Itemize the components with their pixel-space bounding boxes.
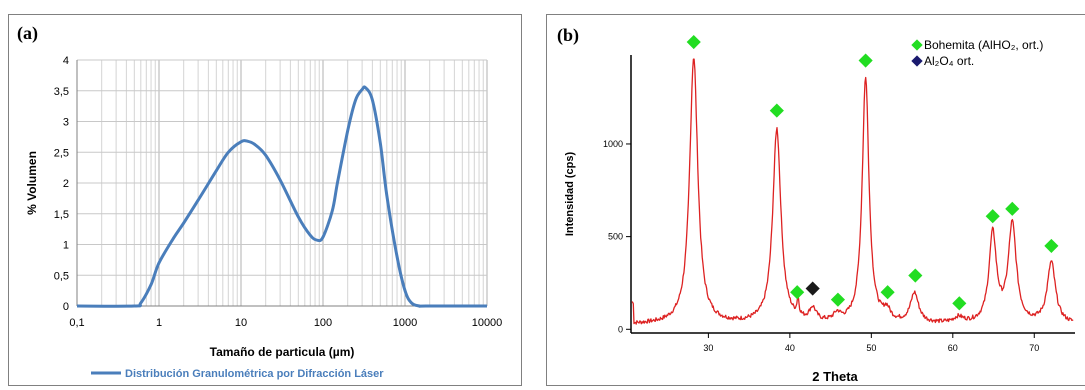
bohemita-marker bbox=[790, 285, 805, 300]
y-tick-label: 0 bbox=[63, 301, 69, 313]
x-tick-label: 1000 bbox=[393, 317, 417, 329]
x-tick-label: 60 bbox=[948, 343, 958, 353]
x-tick-label: 0,1 bbox=[69, 317, 84, 329]
panel-b: (b) 0 500 1000 30 40 50 60 70 2 Theta Intensidad … bbox=[546, 14, 1085, 386]
x-axis-title: Tamaño de particula (µm) bbox=[210, 345, 355, 359]
y-tick-label: 0 bbox=[618, 324, 623, 334]
y-tick-label: 2,5 bbox=[54, 147, 69, 159]
bohemita-marker bbox=[908, 268, 923, 283]
x-tick-label: 70 bbox=[1029, 343, 1039, 353]
y-tick-label: 500 bbox=[608, 232, 623, 242]
bohemita-marker bbox=[952, 296, 967, 311]
x-tick-label: 30 bbox=[703, 343, 713, 353]
y-tick-label: 0,5 bbox=[54, 270, 69, 282]
x-tick-label: 1 bbox=[156, 317, 162, 329]
y-axis-title: % Volumen bbox=[25, 151, 39, 215]
bohemita-marker bbox=[769, 103, 784, 118]
panel-b-label: (b) bbox=[557, 25, 579, 45]
y-tick-label: 1000 bbox=[603, 139, 623, 149]
bohemita-marker bbox=[858, 53, 873, 68]
x-tick-label: 40 bbox=[785, 343, 795, 353]
x-tick-label: 100 bbox=[314, 317, 332, 329]
x-axis-title: 2 Theta bbox=[812, 369, 858, 384]
xrd-pattern-line bbox=[631, 58, 1074, 325]
legend-label: Bohemita (AlHO₂, ort.) bbox=[924, 38, 1043, 52]
particle-size-chart: 0 0,5 1 1,5 2 2,5 3 3,5 4 0,1 1 10 100 1000 10000 Tamañ… bbox=[25, 55, 503, 380]
bohemita-marker bbox=[830, 292, 845, 307]
bohemita-marker bbox=[985, 209, 1000, 224]
legend-label: Distribución Granulométrica por Difracci… bbox=[125, 368, 384, 380]
xrd-chart: 0 500 1000 30 40 50 60 70 2 Theta Intensidad (cps… bbox=[564, 34, 1075, 384]
legend-marker bbox=[911, 39, 923, 51]
y-tick-label: 1 bbox=[63, 240, 69, 252]
y-tick-label: 3 bbox=[63, 117, 69, 129]
y-tick-label: 1,5 bbox=[54, 209, 69, 221]
x-tick-label: 10000 bbox=[472, 317, 503, 329]
bohemita-marker bbox=[1044, 238, 1059, 253]
y-axis-title: Intensidad (cps) bbox=[564, 151, 576, 236]
panel-a: (a) 0 0,5 1 1,5 2 2,5 3 3,5 4 0,1 1 10 100 1000 10000 T… bbox=[8, 14, 522, 386]
x-tick-label: 50 bbox=[866, 343, 876, 353]
legend-marker bbox=[911, 55, 923, 67]
bohemita-marker bbox=[880, 285, 895, 300]
y-tick-label: 3,5 bbox=[54, 86, 69, 98]
legend-label: Al₂O₄ ort. bbox=[924, 54, 974, 68]
al2o4-marker bbox=[805, 281, 820, 296]
bohemita-marker bbox=[686, 34, 701, 50]
bohemita-marker bbox=[1005, 201, 1020, 216]
y-tick-label: 2 bbox=[63, 178, 69, 190]
y-tick-label: 4 bbox=[63, 55, 69, 67]
panel-a-label: (a) bbox=[17, 23, 38, 43]
series-line bbox=[76, 85, 487, 308]
x-tick-label: 10 bbox=[235, 317, 247, 329]
